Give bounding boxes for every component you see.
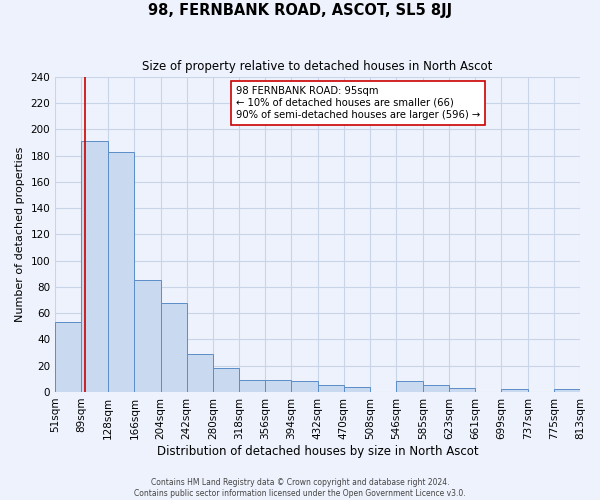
Text: 98 FERNBANK ROAD: 95sqm
← 10% of detached houses are smaller (66)
90% of semi-de: 98 FERNBANK ROAD: 95sqm ← 10% of detache… — [236, 86, 481, 120]
Title: Size of property relative to detached houses in North Ascot: Size of property relative to detached ho… — [142, 60, 493, 73]
X-axis label: Distribution of detached houses by size in North Ascot: Distribution of detached houses by size … — [157, 444, 478, 458]
Y-axis label: Number of detached properties: Number of detached properties — [15, 147, 25, 322]
Bar — [502, 390, 527, 392]
Bar — [554, 390, 580, 392]
Bar — [317, 386, 344, 392]
Bar — [396, 382, 423, 392]
Text: Contains HM Land Registry data © Crown copyright and database right 2024.
Contai: Contains HM Land Registry data © Crown c… — [134, 478, 466, 498]
Bar — [292, 382, 317, 392]
Bar — [213, 368, 239, 392]
Bar — [55, 322, 82, 392]
Bar — [449, 388, 475, 392]
Bar — [134, 280, 161, 392]
Bar — [161, 302, 187, 392]
Bar — [187, 354, 213, 392]
Bar — [108, 152, 134, 392]
Bar — [239, 380, 265, 392]
Bar — [82, 142, 108, 392]
Bar — [423, 386, 449, 392]
Bar — [265, 380, 292, 392]
Text: 98, FERNBANK ROAD, ASCOT, SL5 8JJ: 98, FERNBANK ROAD, ASCOT, SL5 8JJ — [148, 2, 452, 18]
Bar — [344, 386, 370, 392]
